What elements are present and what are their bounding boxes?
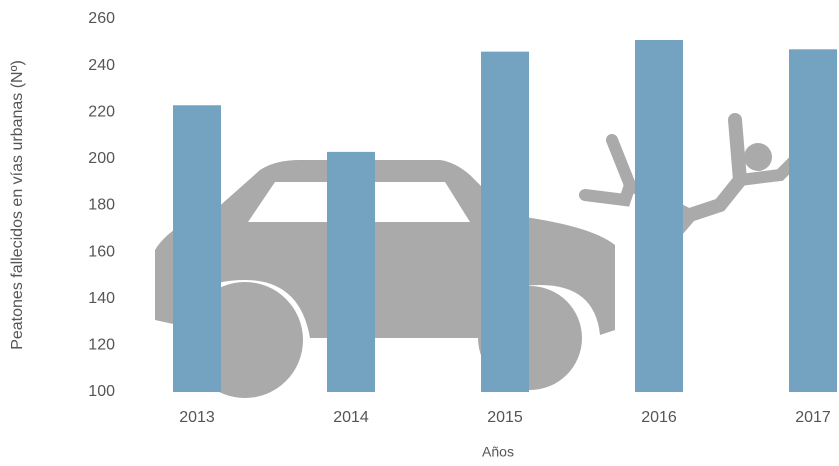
y-axis-label: Peatones fallecidos en vías urbanas (Nº): [9, 60, 26, 350]
y-tick-label: 240: [88, 57, 115, 74]
bar: [327, 151, 375, 392]
y-tick-label: 180: [88, 197, 115, 214]
y-tick-label: 140: [88, 290, 115, 307]
x-tick-label: 2016: [641, 409, 677, 426]
y-tick-label: 100: [88, 383, 115, 400]
y-tick-label: 160: [88, 243, 115, 260]
x-axis-label: Años: [482, 444, 514, 460]
bar: [635, 39, 683, 392]
x-tick-label: 2014: [333, 409, 369, 426]
x-tick-label: 2015: [487, 409, 523, 426]
bar: [173, 105, 221, 392]
y-tick-label: 120: [88, 337, 115, 354]
y-tick-label: 220: [88, 103, 115, 120]
y-tick-label: 200: [88, 150, 115, 167]
y-tick-label: 260: [88, 10, 115, 27]
background-illustration: [155, 113, 801, 398]
bar: [481, 51, 529, 392]
bar: [789, 49, 837, 393]
x-tick-label: 2017: [795, 409, 831, 426]
x-tick-label: 2013: [179, 409, 215, 426]
